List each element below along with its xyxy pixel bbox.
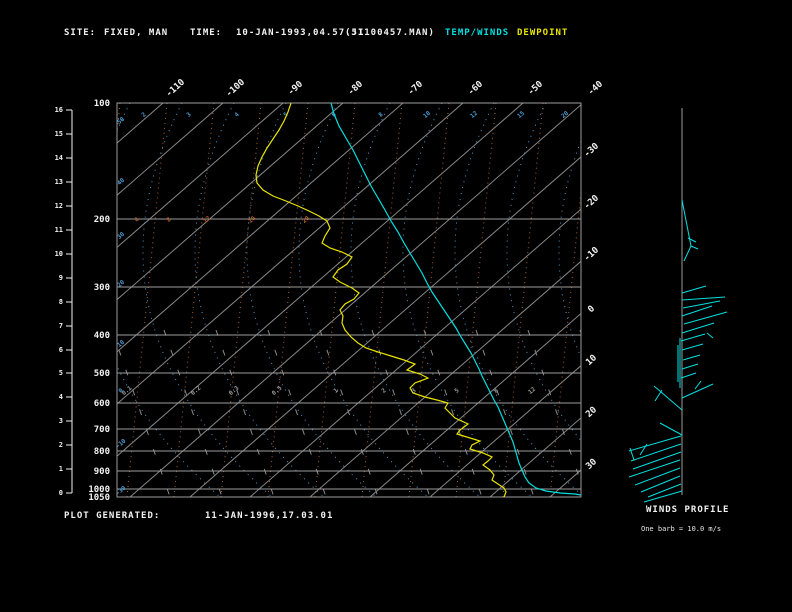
dewpoint-curve bbox=[255, 103, 507, 497]
svg-text:0: 0 bbox=[586, 304, 597, 315]
plot-border bbox=[116, 102, 582, 498]
svg-text:8: 8 bbox=[59, 298, 63, 306]
winds-profile-panel bbox=[628, 108, 728, 503]
svg-text:12: 12 bbox=[527, 386, 537, 396]
svg-text:3: 3 bbox=[185, 111, 193, 119]
svg-text:12: 12 bbox=[202, 215, 212, 225]
svg-text:300: 300 bbox=[94, 283, 110, 293]
winds-profile-title: WINDS PROFILE bbox=[646, 505, 730, 515]
svg-text:12: 12 bbox=[469, 110, 479, 120]
svg-text:2: 2 bbox=[59, 441, 63, 449]
svg-text:5: 5 bbox=[453, 387, 461, 395]
svg-text:-60: -60 bbox=[466, 79, 485, 97]
svg-text:12: 12 bbox=[55, 202, 63, 210]
svg-text:3: 3 bbox=[59, 417, 63, 425]
legend-dewpoint: DEWPOINT bbox=[517, 28, 569, 38]
svg-text:15: 15 bbox=[516, 110, 526, 120]
svg-text:13: 13 bbox=[55, 178, 63, 186]
wind-barbs bbox=[628, 199, 728, 503]
svg-text:3: 3 bbox=[410, 387, 418, 395]
svg-text:8: 8 bbox=[165, 216, 173, 224]
site-value: FIXED, MAN bbox=[104, 28, 169, 38]
svg-text:11: 11 bbox=[55, 226, 63, 234]
svg-text:400: 400 bbox=[94, 331, 110, 341]
svg-text:5: 5 bbox=[59, 369, 63, 377]
site-label: SITE: bbox=[64, 28, 97, 38]
svg-text:4: 4 bbox=[133, 216, 141, 224]
svg-text:8: 8 bbox=[377, 111, 385, 119]
file-name: (JI100457.MAN) bbox=[345, 28, 435, 38]
svg-text:8: 8 bbox=[492, 387, 500, 395]
svg-text:-20: -20 bbox=[582, 193, 601, 211]
svg-text:1: 1 bbox=[332, 387, 340, 395]
svg-text:-10: -10 bbox=[582, 245, 601, 263]
svg-text:700: 700 bbox=[94, 425, 110, 435]
svg-text:-100: -100 bbox=[224, 78, 247, 100]
svg-text:-40: -40 bbox=[586, 79, 605, 97]
right-temperature-axis: -30 -20 -10 0 10 20 30 bbox=[582, 141, 601, 472]
svg-text:16: 16 bbox=[55, 106, 63, 114]
svg-text:1: 1 bbox=[59, 465, 63, 473]
svg-text:100: 100 bbox=[94, 99, 110, 109]
svg-text:10: 10 bbox=[584, 353, 599, 368]
inline-line-labels: 4 8 12 16 200.1 0.2 0.3 0.5 1 2 3 5 8 1250403020100-1… bbox=[115, 110, 571, 497]
svg-text:1050: 1050 bbox=[88, 493, 110, 503]
svg-text:20: 20 bbox=[584, 405, 599, 420]
svg-text:9: 9 bbox=[59, 274, 63, 282]
svg-text:-90: -90 bbox=[286, 79, 305, 97]
svg-text:600: 600 bbox=[94, 399, 110, 409]
svg-text:0: 0 bbox=[59, 489, 63, 497]
svg-text:10: 10 bbox=[422, 110, 432, 120]
svg-text:20: 20 bbox=[301, 215, 311, 225]
svg-text:4: 4 bbox=[233, 111, 241, 119]
svg-text:900: 900 bbox=[94, 467, 110, 477]
mixing-ratio-lines bbox=[117, 103, 581, 497]
time-label: TIME: bbox=[190, 28, 223, 38]
svg-text:-70: -70 bbox=[406, 79, 425, 97]
svg-text:-50: -50 bbox=[526, 79, 545, 97]
svg-text:800: 800 bbox=[94, 447, 110, 457]
top-temperature-axis: -110 -100 -90 -80 -70 -60 -50 -40 bbox=[164, 78, 605, 100]
svg-text:1000: 1000 bbox=[88, 485, 110, 495]
svg-text:-30: -30 bbox=[582, 141, 601, 159]
svg-text:2: 2 bbox=[140, 111, 148, 119]
svg-text:0: 0 bbox=[117, 387, 125, 395]
svg-text:0.3: 0.3 bbox=[228, 384, 241, 397]
svg-text:500: 500 bbox=[94, 369, 110, 379]
legend-temp-winds: TEMP/WINDS bbox=[445, 28, 510, 38]
svg-text:16: 16 bbox=[247, 215, 257, 225]
isobar-lines bbox=[117, 103, 581, 497]
svg-text:4: 4 bbox=[59, 393, 63, 401]
svg-text:2: 2 bbox=[380, 387, 388, 395]
winds-profile-subtitle: One barb = 10.0 m/s bbox=[641, 525, 722, 533]
plot-background bbox=[117, 103, 581, 497]
sounding-curves bbox=[255, 103, 581, 497]
time-value: 10-JAN-1993,04.57.51 bbox=[236, 28, 365, 38]
plot-generated-value: 11-JAN-1996,17.03.01 bbox=[205, 511, 334, 521]
svg-text:-80: -80 bbox=[346, 79, 365, 97]
svg-text:20: 20 bbox=[116, 279, 126, 289]
plot-generated-label: PLOT GENERATED: bbox=[64, 511, 161, 521]
svg-text:0.5: 0.5 bbox=[271, 384, 284, 397]
svg-text:50: 50 bbox=[116, 116, 126, 126]
svg-text:40: 40 bbox=[116, 177, 126, 187]
svg-text:30: 30 bbox=[116, 231, 126, 241]
svg-text:0.2: 0.2 bbox=[190, 384, 203, 397]
svg-text:10: 10 bbox=[116, 339, 126, 349]
low-level-dash-lines bbox=[117, 329, 581, 497]
svg-text:6: 6 bbox=[59, 346, 63, 354]
svg-text:20: 20 bbox=[560, 110, 570, 120]
temperature-curve bbox=[330, 103, 581, 496]
svg-text:15: 15 bbox=[55, 130, 63, 138]
svg-text:-110: -110 bbox=[164, 78, 187, 100]
svg-text:10: 10 bbox=[55, 250, 63, 258]
svg-text:200: 200 bbox=[94, 215, 110, 225]
svg-text:7: 7 bbox=[59, 322, 63, 330]
svg-text:30: 30 bbox=[584, 457, 599, 472]
svg-text:14: 14 bbox=[55, 154, 63, 162]
